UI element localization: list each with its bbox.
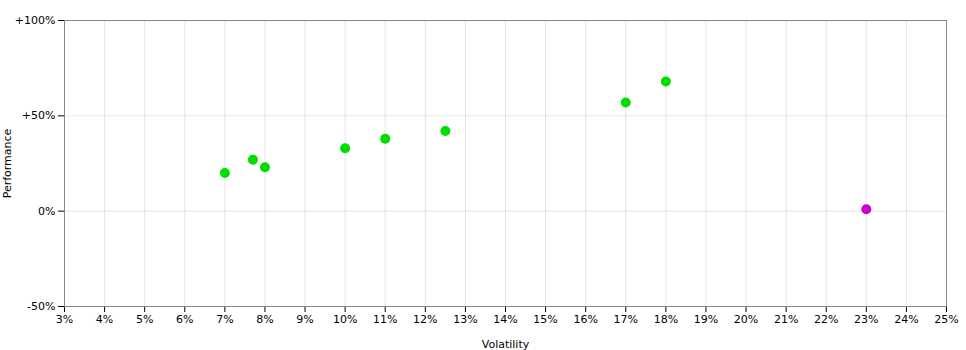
svg-text:+50%: +50% [22, 109, 56, 122]
svg-text:Volatility: Volatility [482, 338, 530, 350]
svg-text:8%: 8% [256, 313, 273, 326]
svg-text:16%: 16% [573, 313, 597, 326]
svg-text:14%: 14% [493, 313, 517, 326]
svg-text:12%: 12% [413, 313, 437, 326]
svg-text:9%: 9% [296, 313, 313, 326]
svg-text:3%: 3% [56, 313, 73, 326]
svg-text:6%: 6% [176, 313, 193, 326]
svg-text:4%: 4% [96, 313, 113, 326]
svg-text:5%: 5% [136, 313, 153, 326]
svg-text:13%: 13% [453, 313, 477, 326]
svg-text:20%: 20% [734, 313, 758, 326]
svg-text:11%: 11% [373, 313, 397, 326]
svg-text:25%: 25% [934, 313, 958, 326]
svg-text:15%: 15% [533, 313, 557, 326]
svg-text:19%: 19% [694, 313, 718, 326]
svg-text:22%: 22% [814, 313, 838, 326]
svg-text:7%: 7% [216, 313, 233, 326]
svg-text:18%: 18% [654, 313, 678, 326]
svg-text:17%: 17% [614, 313, 638, 326]
svg-text:24%: 24% [894, 313, 918, 326]
svg-text:0%: 0% [38, 205, 55, 218]
svg-text:21%: 21% [774, 313, 798, 326]
svg-text:23%: 23% [854, 313, 878, 326]
svg-text:-50%: -50% [27, 300, 55, 313]
svg-text:Performance: Performance [1, 128, 14, 198]
svg-text:10%: 10% [333, 313, 357, 326]
svg-text:+100%: +100% [15, 14, 56, 27]
